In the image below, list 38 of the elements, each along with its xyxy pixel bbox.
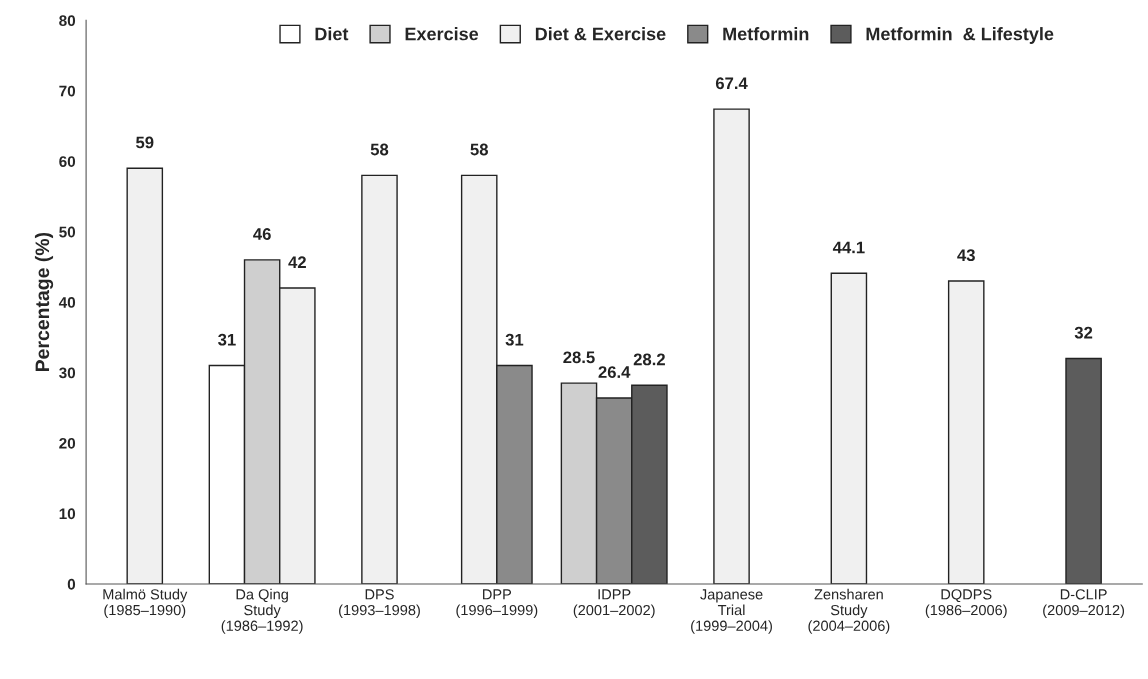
data-label: 58 bbox=[470, 143, 488, 156]
x-tick-label: Malmö Study (1985–1990) bbox=[103, 588, 188, 619]
x-tick-label: D-CLIP (2009–2012) bbox=[1043, 589, 1125, 619]
y-tick-label: 50 bbox=[59, 226, 76, 238]
y-tick-label: 40 bbox=[58, 297, 76, 308]
legend-label: Exercise bbox=[405, 27, 479, 41]
y-tick-label: 30 bbox=[59, 367, 76, 379]
x-tick-label: DPP (1996–1999) bbox=[456, 589, 538, 619]
data-label: 28.5 bbox=[563, 351, 595, 364]
x-tick-label: DPS (1993–1998) bbox=[339, 589, 420, 619]
y-tick-label: 60 bbox=[59, 156, 76, 167]
y-tick-label: 10 bbox=[59, 508, 76, 520]
data-label: 42 bbox=[288, 256, 306, 268]
y-tick-label: 20 bbox=[59, 437, 76, 449]
legend-label: Diet bbox=[315, 27, 349, 41]
legend-label: Metformin bbox=[723, 27, 809, 41]
data-label: 44.1 bbox=[832, 241, 865, 254]
data-label: 26.4 bbox=[598, 366, 631, 378]
data-label: 46 bbox=[253, 228, 271, 240]
x-tick-label: DQDPS (1986–2006) bbox=[925, 589, 1007, 619]
data-label: 28.2 bbox=[633, 353, 665, 366]
data-label: 31 bbox=[505, 333, 524, 346]
x-tick-label: Da Qing Study (1986–1992) bbox=[221, 588, 303, 634]
data-label: 59 bbox=[136, 136, 154, 149]
x-tick-label: Japanese Trial (1999–2004) bbox=[691, 589, 772, 634]
y-tick-label: 0 bbox=[67, 578, 76, 590]
legend-label: Metformin & Lifestyle bbox=[866, 27, 1054, 44]
data-label: 32 bbox=[1074, 326, 1093, 339]
y-axis-title: Percentage (%) bbox=[34, 232, 54, 372]
legend-label: Diet & Exercise bbox=[535, 27, 666, 41]
data-label: 58 bbox=[370, 143, 389, 156]
data-label: 43 bbox=[957, 249, 975, 262]
data-label: 67.4 bbox=[715, 77, 748, 90]
x-tick-label: IDPP (2001–2002) bbox=[573, 589, 655, 619]
data-label: 31 bbox=[218, 333, 236, 346]
y-tick-label: 80 bbox=[59, 15, 76, 27]
y-tick-label: 70 bbox=[59, 85, 76, 97]
x-tick-label: Zensharen Study (2004–2006) bbox=[808, 588, 890, 634]
